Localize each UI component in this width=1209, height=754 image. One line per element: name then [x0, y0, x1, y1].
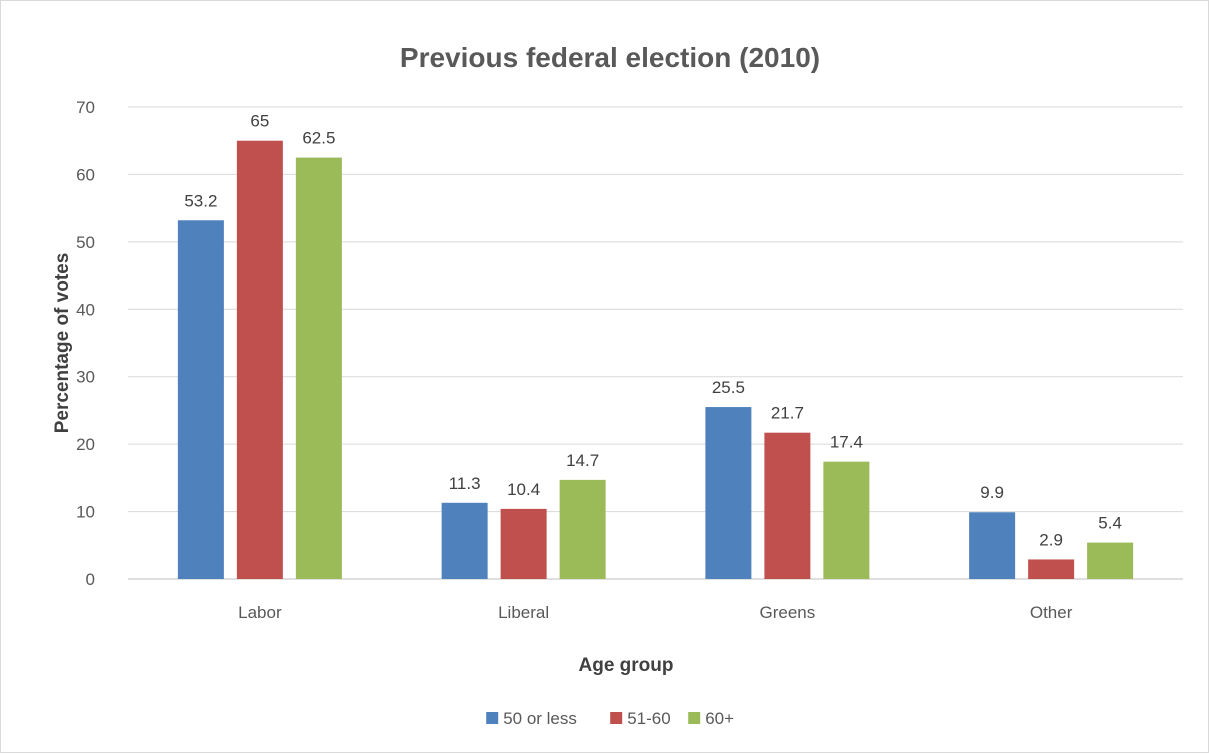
data-label: 17.4: [830, 433, 863, 452]
data-label: 5.4: [1098, 514, 1122, 533]
bar: [559, 479, 606, 579]
bar: [969, 512, 1016, 579]
data-label: 65: [250, 112, 269, 131]
gridlines: [128, 106, 1183, 580]
bar: [1028, 559, 1075, 579]
data-label: 10.4: [507, 480, 540, 499]
bar: [236, 140, 283, 579]
bar: [295, 157, 342, 580]
data-labels: 53.2 65 62.5 11.3 10.4 14.7 25.5 21.7 17.4 9.9 2.9…: [184, 112, 1122, 550]
bar: [500, 508, 547, 579]
bar: [823, 461, 870, 579]
legend-label: 51-60: [627, 709, 670, 728]
bar: [705, 407, 752, 579]
data-label: 62.5: [302, 129, 335, 148]
data-label: 2.9: [1039, 530, 1063, 549]
y-axis-ticks: 0 10 20 30 40 50 60 70: [76, 98, 95, 589]
data-label: 53.2: [184, 191, 217, 210]
legend-label: 50 or less: [503, 709, 577, 728]
chart-title: Previous federal election (2010): [400, 42, 820, 73]
bars: [177, 140, 1134, 580]
legend-swatch: [486, 712, 499, 724]
x-tick-label: Other: [1030, 603, 1073, 622]
data-label: 25.5: [712, 378, 745, 397]
legend-label: 60+: [705, 709, 734, 728]
x-tick-label: Greens: [760, 603, 816, 622]
data-label: 14.7: [566, 451, 599, 470]
bar: [1087, 542, 1134, 579]
y-tick-label: 50: [76, 233, 95, 252]
x-tick-label: Liberal: [498, 603, 549, 622]
data-label: 21.7: [771, 404, 804, 423]
y-tick-label: 10: [76, 503, 95, 522]
x-axis-title: Age group: [579, 655, 674, 676]
y-tick-label: 40: [76, 300, 95, 319]
y-tick-label: 60: [76, 165, 95, 184]
legend-swatch: [688, 712, 701, 724]
y-tick-label: 30: [76, 368, 95, 387]
bar: [441, 502, 488, 579]
bar: [177, 220, 224, 579]
y-tick-label: 70: [76, 98, 95, 117]
y-axis-title: Percentage of votes: [52, 253, 73, 434]
data-label: 11.3: [449, 474, 481, 493]
bar: [764, 432, 811, 579]
legend-swatch: [610, 712, 623, 724]
y-tick-label: 0: [86, 570, 95, 589]
x-axis-ticks: Labor Liberal Greens Other: [238, 603, 1073, 622]
y-tick-label: 20: [76, 435, 95, 454]
data-label: 9.9: [980, 483, 1004, 502]
legend: 50 or less 51-60 60+: [486, 709, 734, 728]
x-tick-label: Labor: [238, 603, 282, 622]
